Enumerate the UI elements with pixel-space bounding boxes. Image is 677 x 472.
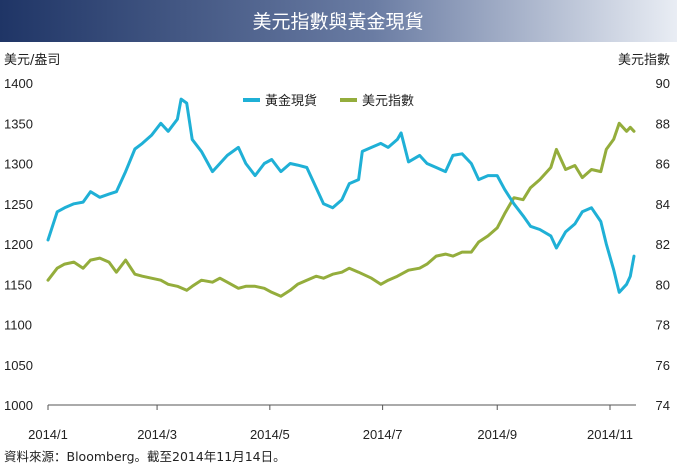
- y-right-tick-label: 76: [656, 358, 670, 373]
- y-right-tick-label: 74: [656, 398, 670, 413]
- legend-label-gold: 黃金現貨: [265, 93, 317, 109]
- y-left-tick-label: 1100: [4, 318, 32, 333]
- y-left-tick-label: 1250: [4, 197, 33, 212]
- y-left-tick-label: 1350: [4, 116, 33, 131]
- left-axis-label: 美元/盎司: [4, 53, 60, 68]
- y-right-tick-label: 90: [656, 76, 670, 91]
- y-left-tick-label: 1150: [4, 277, 32, 292]
- y-left-tick-label: 1050: [4, 358, 33, 373]
- gold-price-line: [46, 97, 636, 294]
- x-tick-label: 2014/1: [28, 427, 68, 442]
- y-left-tick-label: 1000: [4, 398, 33, 413]
- y-right-tick-label: 82: [656, 237, 670, 252]
- x-axis-ticks: 2014/1 2014/3 2014/5 2014/7 2014/9 2014/11: [28, 405, 633, 442]
- x-tick-label: 2014/3: [137, 427, 177, 442]
- left-axis-ticks: 1000 1050 1100 1150 1200 1250 1300 1350 1400: [4, 76, 33, 413]
- title-bar: [0, 0, 677, 42]
- x-tick-label: 2014/11: [587, 427, 633, 442]
- y-right-tick-label: 84: [656, 197, 670, 212]
- y-right-tick-label: 86: [656, 157, 670, 172]
- chart-title: 美元指數與黃金現貨: [252, 11, 423, 33]
- y-left-tick-label: 1200: [4, 237, 33, 252]
- y-right-tick-label: 78: [656, 318, 670, 333]
- dollar-index-line: [46, 121, 636, 298]
- legend: 黃金現貨 美元指數: [243, 93, 414, 109]
- x-tick-label: 2014/7: [363, 427, 403, 442]
- series-layer: [46, 97, 636, 298]
- x-tick-label: 2014/9: [477, 427, 517, 442]
- right-axis-label: 美元指數: [618, 53, 670, 68]
- source-note: 資料來源：Bloomberg。截至2014年11月14日。: [4, 449, 286, 464]
- y-right-tick-label: 88: [656, 116, 670, 131]
- y-right-tick-label: 80: [656, 277, 670, 292]
- right-axis-ticks: 74 76 78 80 82 84 86 88 90: [656, 76, 670, 413]
- y-left-tick-label: 1400: [4, 76, 33, 91]
- y-left-tick-label: 1300: [4, 157, 33, 172]
- x-tick-label: 2014/5: [250, 427, 290, 442]
- legend-label-dxy: 美元指數: [362, 94, 414, 109]
